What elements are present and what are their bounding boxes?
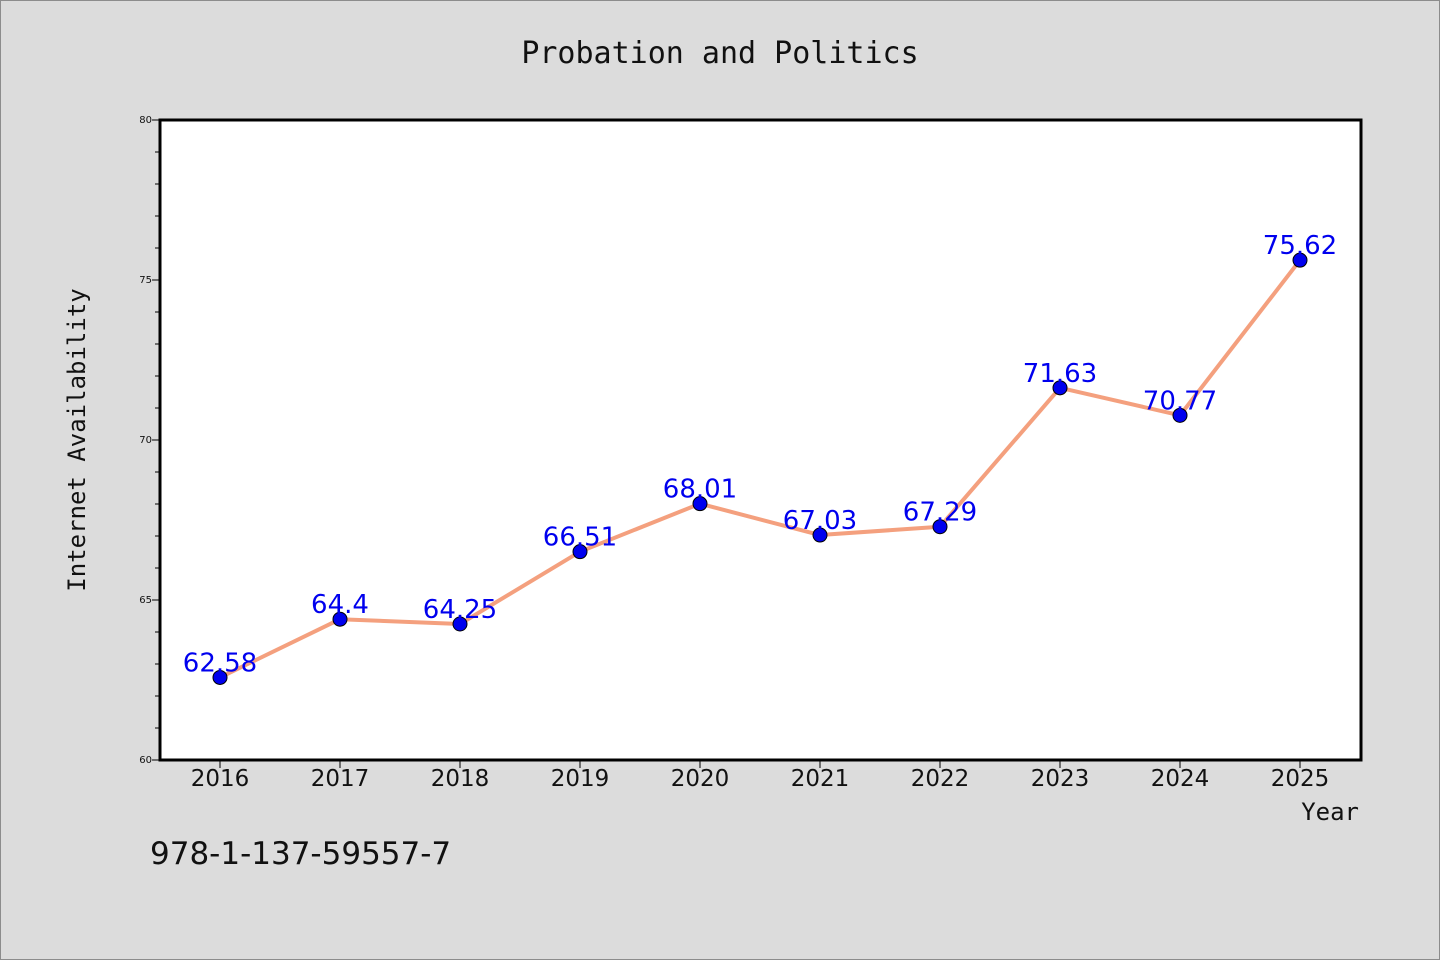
y-tick-label: 80 (139, 115, 152, 126)
y-axis: 60 65 70 75 80 (139, 115, 160, 766)
data-label: 62.58 (183, 648, 257, 678)
y-tick-label: 65 (139, 595, 152, 606)
y-axis-label: Internet Availability (63, 288, 91, 591)
x-tick-label: 2021 (791, 766, 850, 792)
data-label: 70.77 (1143, 386, 1217, 416)
x-tick-label: 2023 (1031, 766, 1090, 792)
data-label: 75.62 (1263, 231, 1337, 261)
data-point (332, 611, 348, 627)
data-point (1292, 252, 1308, 268)
data-point (932, 519, 948, 535)
x-tick-label: 2022 (911, 766, 970, 792)
data-point (692, 496, 708, 512)
data-point (1172, 407, 1188, 423)
data-point (1052, 380, 1068, 396)
x-axis-label: Year (1301, 798, 1359, 826)
x-tick-label: 2016 (191, 766, 250, 792)
data-label: 64.25 (423, 595, 497, 625)
data-label: 64.4 (311, 590, 369, 620)
series-layer: 62.58 64.4 64.25 66.51 68.01 67.03 67.29 71.63 7… (183, 231, 1337, 685)
x-tick-label: 2020 (671, 766, 730, 792)
data-label: 67.03 (783, 506, 857, 536)
x-tick-label: 2018 (431, 766, 490, 792)
isbn-text: 978-1-137-59557-7 (150, 836, 451, 872)
chart-title: Probation and Politics (521, 36, 918, 71)
plot-area (158, 118, 1363, 762)
data-label: 67.29 (903, 498, 977, 528)
series-line (219, 258, 1302, 680)
data-point (572, 544, 588, 560)
data-label: 71.63 (1023, 359, 1097, 389)
y-tick-label: 75 (139, 275, 152, 286)
y-tick-label: 70 (139, 435, 152, 446)
data-point (212, 669, 228, 685)
y-tick-label: 60 (139, 755, 152, 766)
x-tick-label: 2019 (551, 766, 610, 792)
data-label: 66.51 (543, 523, 617, 553)
data-label: 68.01 (663, 475, 737, 505)
data-point (812, 527, 828, 543)
x-tick-label: 2017 (311, 766, 370, 792)
data-point (452, 616, 468, 632)
x-axis: 2016 2017 2018 2019 2020 2021 2022 2023 2024 2025 (191, 760, 1330, 792)
x-tick-label: 2024 (1151, 766, 1210, 792)
x-tick-label: 2025 (1271, 766, 1330, 792)
